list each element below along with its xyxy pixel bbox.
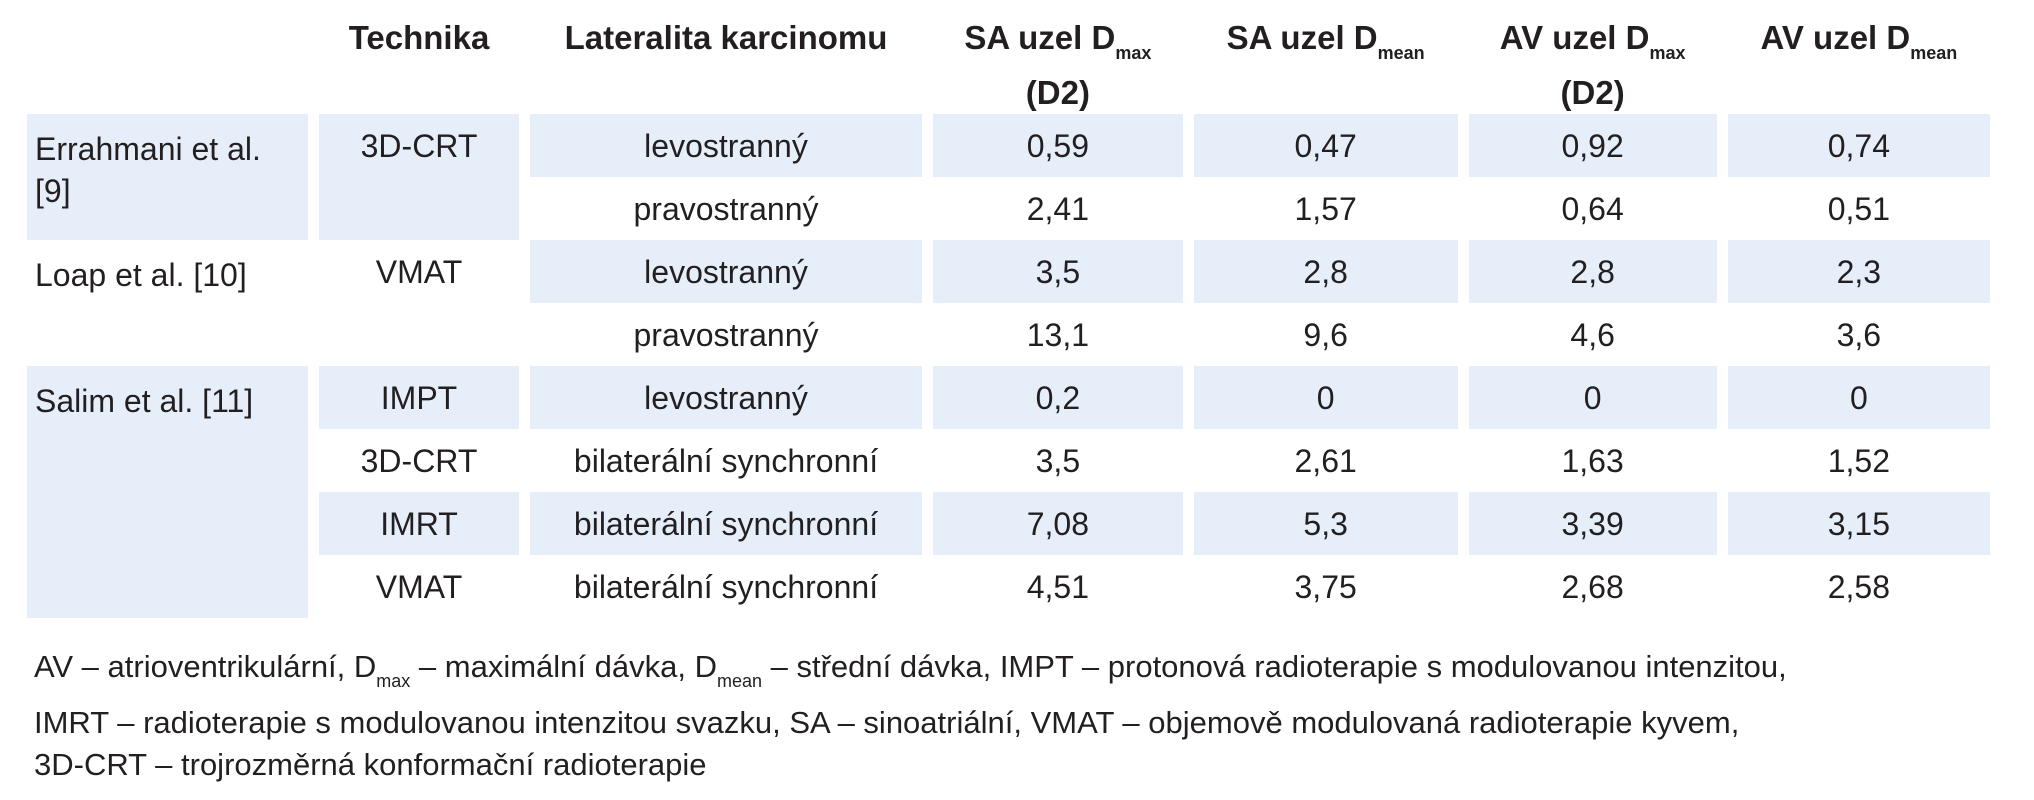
table-row: 3D-CRT bilaterální synchronní 3,5 2,61 1… [27,429,1990,492]
cell-technique: IMRT [319,492,519,555]
cell-av-dmean: 3,15 [1727,492,1990,555]
cell-technique: VMAT [375,254,463,290]
cell-laterality: bilaterální synchronní [530,492,922,555]
cell-sa-dmax: 4,51 [1026,569,1089,605]
cell-av-dmean: 0,51 [1827,191,1890,227]
cell-sa-dmax: 2,41 [1026,191,1089,227]
cell-author: Loap et al. [10] [35,257,247,293]
table-row: Loap et al. [10] VMAT levostranný 3,5 2,… [27,240,1990,303]
cell-av-dmean: 2,58 [1827,569,1890,605]
cell-technique: 3D-CRT [360,443,478,479]
cell-technique: 3D-CRT [319,114,519,240]
dose-table: Technika Lateralita karcinomu SA uzel Dm… [16,18,2001,618]
cell-sa-dmean: 5,3 [1193,492,1458,555]
footnote-line-2: IMRT – radioterapie s modulovanou intenz… [34,705,1740,740]
table-row: VMAT bilaterální synchronní 4,51 3,75 2,… [27,555,1990,618]
cell-sa-dmean: 2,8 [1193,240,1458,303]
header-row: Technika Lateralita karcinomu SA uzel Dm… [27,18,1990,114]
table-row: Salim et al. [11] IMPT levostranný 0,2 0… [27,366,1990,618]
cell-laterality: pravostranný [633,317,819,353]
cell-author: Errahmani et al. [9] [27,114,308,240]
cell-sa-dmean: 9,6 [1303,317,1348,353]
cell-av-dmean: 0 [1727,366,1990,429]
footnote-line-3: 3D-CRT – trojrozměrná konformační radiot… [34,747,707,782]
cell-av-dmax: 0,92 [1468,114,1717,177]
header-technique: Technika [348,19,490,56]
table-footnote: AV – atrioventrikulární, Dmax – maximáln… [34,646,2014,786]
cell-sa-dmean: 0,47 [1193,114,1458,177]
cell-sa-dmax: 13,1 [1026,317,1089,353]
header-av-dmean: AV uzel Dmean [1760,19,1958,63]
cell-technique: IMPT [319,366,519,429]
header-av-dmax: AV uzel Dmax (D2) [1499,19,1686,111]
cell-author: Salim et al. [11] [27,366,308,618]
footnote-line-1: AV – atrioventrikulární, Dmax – maximáln… [34,649,1787,691]
table-row: Errahmani et al. [9] 3D-CRT levostranný … [27,114,1990,240]
cell-sa-dmean: 0 [1193,366,1458,429]
header-laterality: Lateralita karcinomu [564,19,888,56]
cell-av-dmax: 0 [1468,366,1717,429]
cell-av-dmax: 0,64 [1561,191,1624,227]
header-sa-dmean: SA uzel Dmean [1226,19,1425,63]
cell-av-dmean: 3,6 [1836,317,1882,353]
cell-av-dmax: 2,8 [1468,240,1717,303]
cell-av-dmax: 1,63 [1561,443,1624,479]
cell-laterality: pravostranný [633,191,819,227]
cell-sa-dmax: 0,59 [933,114,1183,177]
cell-laterality: bilaterální synchronní [573,443,879,479]
table-row: pravostranný 2,41 1,57 0,64 0,51 [27,177,1990,240]
cell-laterality: bilaterální synchronní [573,569,879,605]
cell-sa-dmax: 7,08 [933,492,1183,555]
cell-sa-dmean: 3,75 [1294,569,1357,605]
cell-technique: VMAT [375,569,463,605]
header-sa-dmax: SA uzel Dmax (D2) [964,19,1152,111]
cell-sa-dmean: 1,57 [1294,191,1357,227]
cell-laterality: levostranný [530,114,922,177]
table-row: IMRT bilaterální synchronní 7,08 5,3 3,3… [27,492,1990,555]
cell-av-dmean: 2,3 [1727,240,1990,303]
cell-av-dmax: 4,6 [1570,317,1615,353]
cell-av-dmax: 3,39 [1468,492,1717,555]
cell-av-dmax: 2,68 [1561,569,1624,605]
cell-laterality: levostranný [530,366,922,429]
cell-laterality: levostranný [530,240,922,303]
table-row: pravostranný 13,1 9,6 4,6 3,6 [27,303,1990,366]
cell-sa-dmean: 2,61 [1294,443,1357,479]
cell-sa-dmax: 3,5 [1035,443,1081,479]
cell-av-dmean: 0,74 [1727,114,1990,177]
cell-sa-dmax: 0,2 [933,366,1183,429]
cell-av-dmean: 1,52 [1827,443,1890,479]
header-author [27,18,308,114]
cell-sa-dmax: 3,5 [933,240,1183,303]
